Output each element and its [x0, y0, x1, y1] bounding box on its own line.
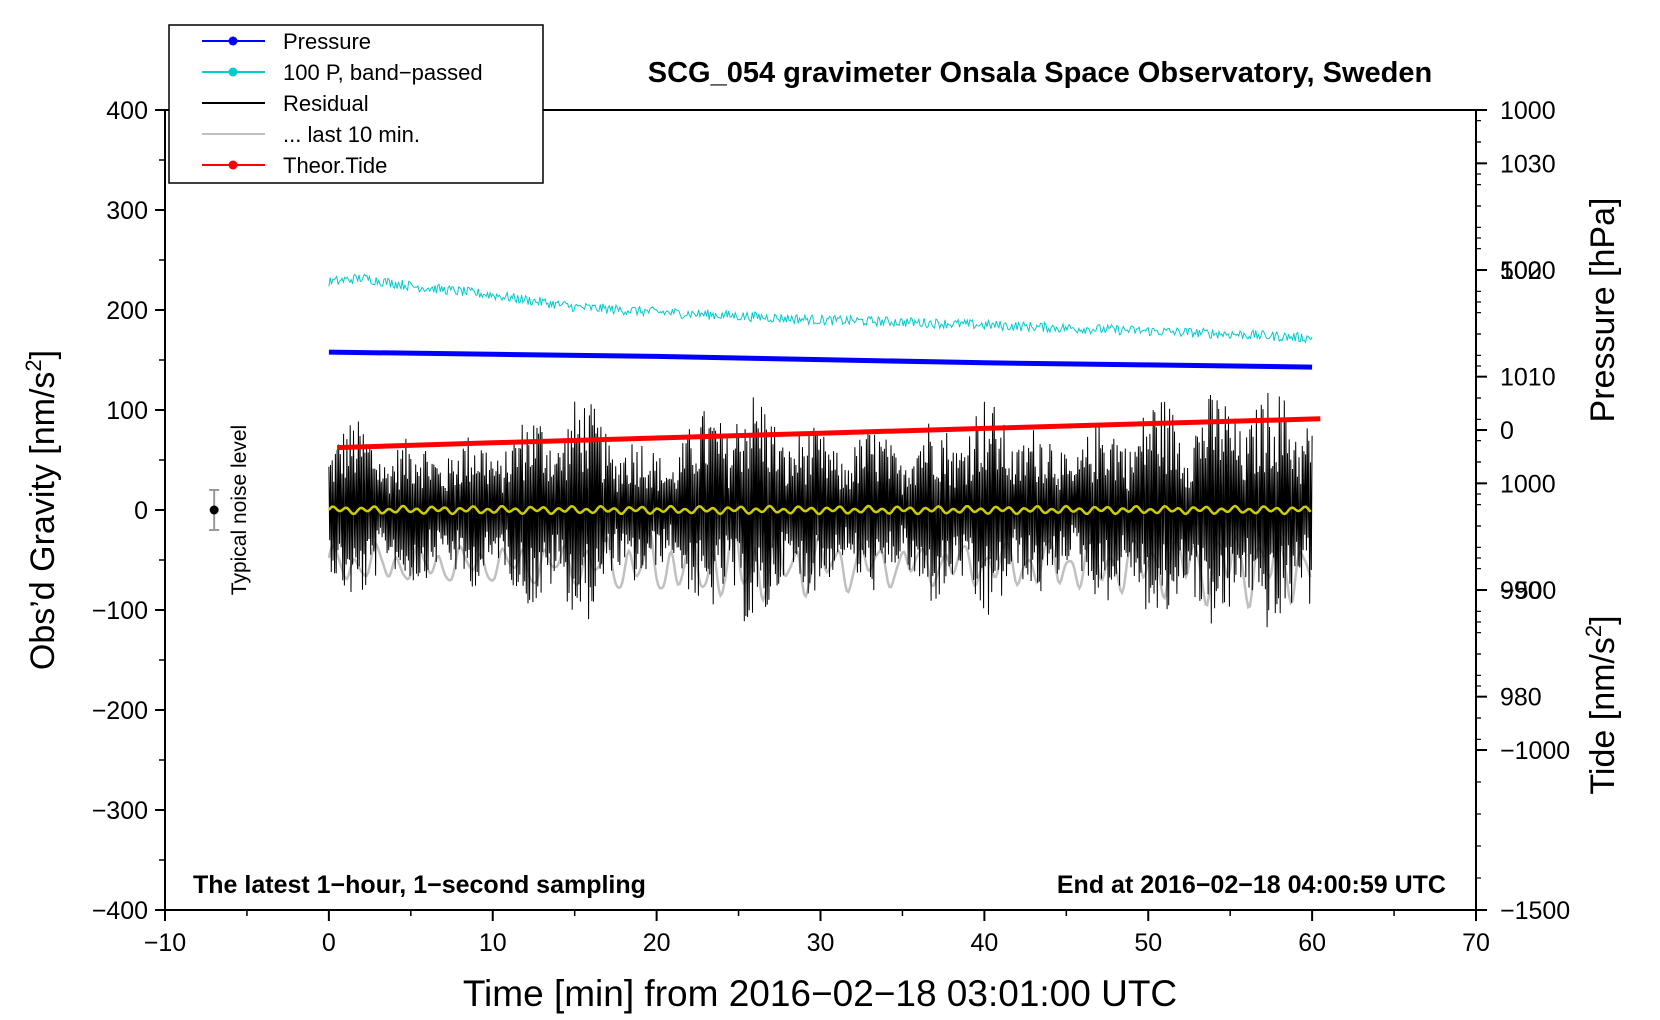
series-smoothed-residual — [327, 504, 1312, 516]
tide-tick-label: −1500 — [1500, 897, 1570, 925]
legend-marker-0 — [228, 36, 238, 46]
pressure-tick-label: 1030 — [1500, 150, 1556, 178]
tide-tick-label: −500 — [1500, 577, 1556, 605]
x-tick-label: 60 — [1298, 929, 1326, 957]
tide-ticks: −1500 −1000 −500 0 500 1000 — [1476, 97, 1570, 925]
x-tick-label: 40 — [970, 929, 998, 957]
x-tick-label: 10 — [479, 929, 507, 957]
y-left-tick-label: 200 — [106, 297, 148, 325]
x-tick-label: 0 — [322, 929, 336, 957]
y-left-ticks: −400 −300 −200 −100 0 100 200 300 400 — [92, 97, 165, 925]
pressure-tick-label: 1000 — [1500, 470, 1556, 498]
tide-tick-label: 500 — [1500, 257, 1542, 285]
x-ticks: −10 0 10 20 30 40 50 60 70 — [144, 910, 1490, 957]
series-residual — [328, 392, 1313, 628]
noise-level-label: Typical noise level — [228, 425, 251, 595]
x-tick-label: 70 — [1462, 929, 1490, 957]
x-tick-label: 50 — [1134, 929, 1162, 957]
legend-label-4: Theor.Tide — [283, 153, 387, 178]
y-axis-label-left-exp: 2 — [21, 359, 46, 371]
noise-bar-center-dot — [209, 505, 219, 515]
y-left-tick-label: −300 — [92, 797, 148, 825]
pressure-tick-label: 1010 — [1500, 364, 1556, 392]
annotation-end-time: End at 2016−02−18 04:00:59 UTC — [1057, 871, 1446, 899]
legend: Pressure 100 P, band−passed Residual ... la… — [168, 24, 544, 184]
x-axis-label: Time [min] from 2016−02−18 03:01:00 UTC — [463, 973, 1177, 1014]
chart-title: SCG_054 gravimeter Onsala Space Observat… — [648, 57, 1432, 89]
legend-label-2: Residual — [283, 91, 369, 116]
y-left-tick-label: 100 — [106, 397, 148, 425]
tide-tick-label: −1000 — [1500, 737, 1570, 765]
y-left-tick-label: 400 — [106, 97, 148, 125]
series-layer — [327, 273, 1321, 628]
pressure-tick-label: 990 — [1500, 577, 1542, 605]
y-left-tick-label: −200 — [92, 697, 148, 725]
x-tick-label: 20 — [643, 929, 671, 957]
annotation-sampling: The latest 1−hour, 1−second sampling — [193, 871, 646, 899]
pressure-tick-label: 980 — [1500, 684, 1542, 712]
y-left-tick-label: −400 — [92, 897, 148, 925]
tide-axis-label-exp: 2 — [1581, 625, 1606, 637]
series-band-passed-pressure — [328, 273, 1313, 344]
y-axis-label-left: Obs’d Gravity [nm/s2] — [21, 350, 62, 670]
y-axis-label-left-close: ] — [24, 350, 62, 359]
legend-marker-1 — [228, 67, 238, 77]
x-tick-label: 30 — [807, 929, 835, 957]
pressure-tick-label: 1020 — [1500, 257, 1556, 285]
legend-label-1: 100 P, band−passed — [283, 60, 483, 85]
tide-axis-label: Tide [nm/s2] — [1581, 615, 1622, 794]
tide-tick-label: 1000 — [1500, 97, 1556, 125]
y-left-tick-label: −100 — [92, 597, 148, 625]
legend-label-3: ... last 10 min. — [283, 122, 420, 147]
noise-level-indicator — [209, 489, 220, 531]
pressure-axis-label: Pressure [hPa] — [1584, 198, 1622, 423]
tide-tick-label: 0 — [1500, 417, 1514, 445]
tide-axis-label-base: Tide [nm/s — [1584, 637, 1622, 794]
y-axis-label-left-base: Obs’d Gravity [nm/s — [24, 372, 62, 671]
legend-label-0: Pressure — [283, 29, 371, 54]
series-theoretical-tide — [337, 416, 1321, 451]
y-left-tick-label: 0 — [134, 497, 148, 525]
legend-marker-4 — [228, 160, 238, 170]
series-pressure — [328, 349, 1313, 370]
tide-axis-label-close: ] — [1584, 615, 1622, 624]
x-tick-label: −10 — [144, 929, 186, 957]
y-left-tick-label: 300 — [106, 197, 148, 225]
